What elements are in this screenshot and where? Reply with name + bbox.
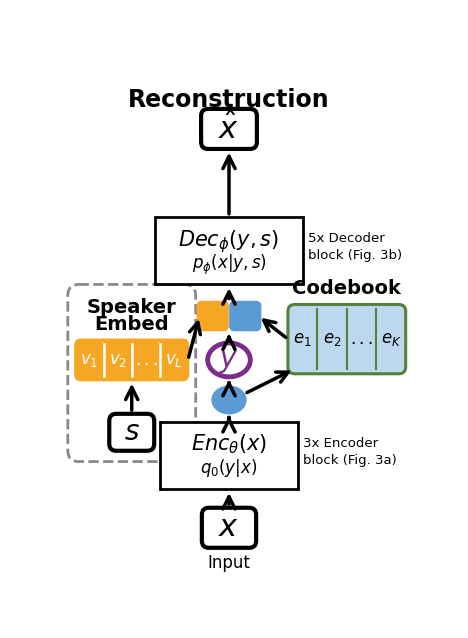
Text: 3x Encoder
block (Fig. 3a): 3x Encoder block (Fig. 3a): [303, 437, 397, 467]
FancyBboxPatch shape: [202, 508, 256, 548]
Text: $Enc_{\theta}(x)$: $Enc_{\theta}(x)$: [191, 433, 267, 456]
Text: $...$: $...$: [134, 351, 157, 369]
Text: $Dec_{\phi}(y, s)$: $Dec_{\phi}(y, s)$: [178, 228, 279, 255]
Text: $y$: $y$: [219, 348, 239, 375]
Text: 5x Decoder
block (Fig. 3b): 5x Decoder block (Fig. 3b): [308, 232, 402, 262]
Text: $v_1$: $v_1$: [80, 351, 99, 369]
Text: $q_{0}(y|x)$: $q_{0}(y|x)$: [200, 457, 258, 478]
Text: Reconstruction: Reconstruction: [128, 88, 330, 112]
FancyBboxPatch shape: [68, 285, 196, 461]
FancyBboxPatch shape: [75, 340, 188, 380]
FancyBboxPatch shape: [288, 304, 406, 374]
Text: $p_{\phi}(x|y, s)$: $p_{\phi}(x|y, s)$: [191, 253, 266, 276]
Text: $s$: $s$: [124, 419, 139, 447]
Text: $v_2$: $v_2$: [109, 351, 127, 369]
Bar: [160, 422, 298, 489]
Text: $e_1$: $e_1$: [293, 330, 312, 348]
Ellipse shape: [208, 343, 250, 377]
Text: Embed: Embed: [95, 315, 169, 334]
Text: Codebook: Codebook: [292, 279, 401, 299]
Text: $e_K$: $e_K$: [380, 330, 401, 348]
FancyBboxPatch shape: [201, 109, 257, 149]
Text: $\hat{x}$: $\hat{x}$: [219, 113, 240, 145]
Text: Speaker: Speaker: [87, 299, 176, 317]
Bar: [155, 217, 303, 285]
Text: $e_2$: $e_2$: [323, 330, 341, 348]
FancyBboxPatch shape: [109, 414, 154, 451]
Text: Input: Input: [208, 554, 250, 572]
Text: $v_L$: $v_L$: [165, 351, 183, 369]
Ellipse shape: [213, 387, 245, 413]
FancyBboxPatch shape: [198, 302, 227, 330]
FancyBboxPatch shape: [231, 302, 260, 330]
Text: $x$: $x$: [219, 514, 240, 542]
Text: $...$: $...$: [350, 330, 373, 348]
